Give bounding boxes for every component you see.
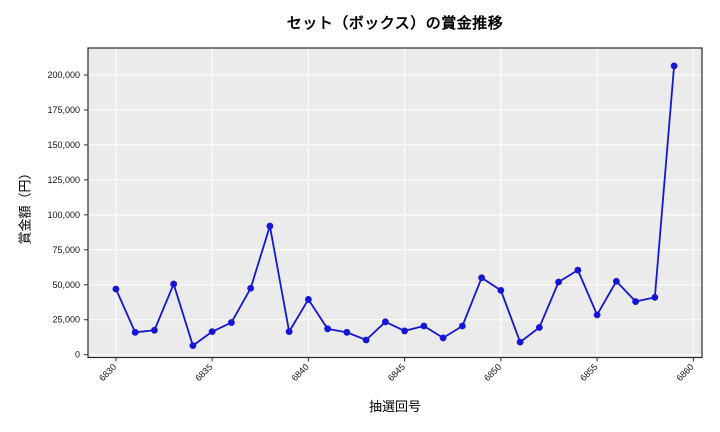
data-point bbox=[458, 322, 466, 330]
x-tick-label: 6860 bbox=[675, 362, 696, 383]
data-point bbox=[439, 334, 447, 342]
data-point bbox=[381, 318, 389, 326]
x-tick-label: 6850 bbox=[482, 362, 503, 383]
x-tick-label: 6835 bbox=[193, 362, 214, 383]
data-point bbox=[227, 319, 235, 326]
data-point bbox=[189, 342, 197, 350]
x-tick-label: 6830 bbox=[97, 362, 118, 383]
y-tick-label: 0 bbox=[75, 350, 80, 360]
y-tick-label: 50,000 bbox=[52, 280, 80, 290]
y-tick-label: 25,000 bbox=[52, 315, 80, 325]
data-point bbox=[343, 328, 351, 336]
y-tick-label: 125,000 bbox=[47, 175, 80, 185]
data-point bbox=[651, 293, 659, 301]
data-point bbox=[247, 284, 255, 292]
data-point bbox=[420, 322, 428, 330]
data-point bbox=[670, 62, 678, 70]
data-point bbox=[593, 311, 601, 319]
y-tick-label: 100,000 bbox=[47, 210, 80, 220]
data-point bbox=[535, 324, 543, 331]
x-tick-label: 6845 bbox=[386, 362, 407, 383]
data-point bbox=[632, 298, 639, 305]
x-tick-label: 6855 bbox=[578, 362, 599, 383]
data-point bbox=[497, 286, 505, 294]
y-axis-label: 賞金額（円） bbox=[17, 166, 33, 245]
data-point bbox=[612, 277, 620, 285]
plot-background bbox=[88, 48, 702, 358]
data-point bbox=[555, 278, 563, 286]
data-point bbox=[478, 274, 486, 282]
data-point bbox=[266, 222, 274, 230]
data-point bbox=[208, 328, 216, 336]
data-point bbox=[112, 285, 120, 293]
y-tick-label: 150,000 bbox=[47, 140, 80, 150]
data-point bbox=[401, 327, 409, 335]
data-point bbox=[324, 325, 332, 333]
x-tick-label: 6840 bbox=[290, 362, 311, 383]
chart-title: セット（ボックス）の賞金推移 bbox=[286, 15, 504, 32]
data-point bbox=[362, 336, 370, 344]
data-line bbox=[115, 65, 675, 347]
data-point bbox=[304, 296, 312, 303]
data-point bbox=[131, 328, 139, 336]
plot-border bbox=[87, 47, 703, 359]
y-tick-label: 175,000 bbox=[47, 105, 80, 115]
y-tick-label: 75,000 bbox=[52, 245, 80, 255]
data-point bbox=[285, 328, 293, 336]
data-point bbox=[516, 338, 524, 346]
data-point bbox=[170, 280, 178, 288]
data-point bbox=[574, 266, 582, 274]
x-axis-label: 抽選回号 bbox=[368, 399, 421, 414]
data-point bbox=[151, 326, 158, 334]
y-tick-label: 200,000 bbox=[47, 70, 80, 80]
